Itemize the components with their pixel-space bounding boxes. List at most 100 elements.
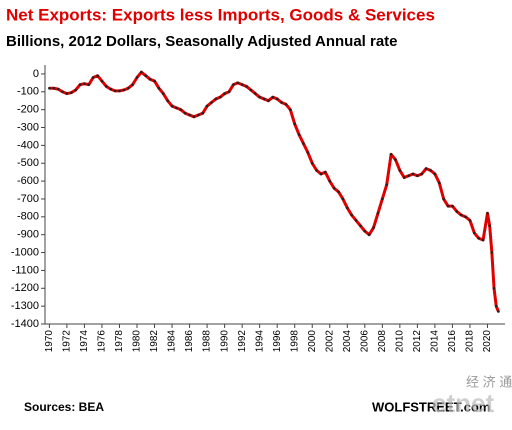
data-point [240, 83, 244, 86]
data-point [105, 85, 108, 88]
data-point [223, 92, 226, 95]
data-point [245, 85, 248, 88]
x-tick-label: 2002 [324, 330, 335, 353]
data-point [262, 97, 266, 101]
y-tick-label: -100 [17, 86, 39, 98]
x-tick-label: 1986 [184, 330, 195, 353]
data-point [488, 224, 491, 228]
x-tick-label: 1998 [289, 330, 300, 353]
data-point [324, 170, 327, 174]
data-point [122, 88, 126, 92]
y-tick-label: -700 [17, 193, 39, 205]
data-point [131, 83, 134, 86]
y-tick-label: 0 [33, 68, 39, 80]
data-point [341, 197, 345, 201]
data-point [310, 161, 314, 165]
data-point [267, 99, 270, 103]
data-point [135, 76, 139, 79]
data-point [490, 251, 494, 254]
data-point [381, 197, 384, 201]
data-point [337, 190, 340, 194]
data-point [166, 99, 169, 103]
data-point [481, 238, 485, 242]
data-point [197, 113, 200, 117]
y-tick-label: -1200 [11, 282, 39, 294]
data-point [61, 90, 64, 94]
x-tick-label: 2006 [359, 330, 370, 353]
chart-subtitle: Billions, 2012 Dollars, Seasonally Adjus… [6, 33, 398, 50]
data-point [293, 122, 297, 126]
data-point [56, 87, 60, 91]
x-tick-label: 1976 [97, 330, 108, 353]
data-point [69, 91, 73, 94]
data-point [113, 89, 117, 93]
data-point [280, 101, 283, 104]
data-point [78, 83, 82, 86]
data-point [442, 197, 445, 201]
data-point [284, 102, 288, 106]
data-point [497, 310, 500, 313]
data-point [118, 89, 121, 93]
data-point [74, 88, 77, 92]
x-tick-label: 1974 [79, 330, 90, 353]
x-tick-label: 2008 [377, 330, 388, 353]
watermark: etnet [432, 388, 494, 418]
data-point [236, 81, 240, 85]
x-tick-label: 2000 [307, 330, 318, 353]
data-point [253, 92, 257, 95]
data-point [376, 211, 380, 215]
data-point [83, 82, 86, 86]
x-tick-label: 2004 [342, 330, 353, 353]
data-point [468, 219, 472, 222]
x-tick-label: 2016 [447, 330, 458, 353]
data-point [297, 133, 301, 136]
data-point [175, 106, 178, 110]
x-tick-label: 2014 [430, 330, 441, 353]
x-tick-label: 1992 [237, 330, 248, 353]
data-point [249, 88, 253, 92]
x-tick-label: 1980 [132, 330, 143, 353]
data-point [144, 74, 148, 78]
y-tick-label: -200 [17, 104, 39, 116]
data-point [486, 211, 489, 215]
data-point [289, 108, 292, 111]
data-point [402, 176, 406, 179]
data-point [451, 204, 454, 208]
data-point [52, 86, 56, 90]
data-point [473, 231, 476, 235]
data-point [350, 213, 353, 217]
data-point [258, 95, 261, 99]
data-point [48, 86, 51, 90]
data-point [275, 97, 279, 101]
y-tick-label: -600 [17, 175, 39, 187]
data-point [306, 151, 310, 154]
x-tick-label: 2010 [394, 330, 405, 353]
data-point [464, 215, 467, 219]
x-tick-label: 1972 [62, 330, 73, 353]
data-point [205, 104, 209, 108]
data-point [492, 286, 496, 290]
data-point [183, 111, 187, 115]
data-point [100, 79, 104, 83]
y-tick-label: -500 [17, 157, 39, 169]
data-point [201, 111, 205, 115]
y-tick-label: -1300 [11, 300, 39, 312]
data-point [394, 158, 397, 161]
watermark: 经 济 通 [466, 374, 512, 389]
x-tick-label: 2020 [482, 330, 493, 353]
data-point [210, 101, 213, 104]
data-point [87, 83, 91, 86]
data-point [389, 153, 393, 156]
data-point [367, 233, 371, 236]
x-tick-label: 1970 [44, 330, 55, 353]
data-point [218, 95, 222, 99]
x-tick-label: 1988 [202, 330, 213, 353]
data-point [359, 224, 362, 228]
data-point [363, 229, 367, 233]
data-point [214, 97, 218, 101]
x-tick-label: 1982 [149, 330, 160, 353]
x-tick-label: 2012 [412, 330, 423, 353]
data-point [494, 304, 498, 308]
y-tick-label: -400 [17, 139, 39, 151]
data-point [332, 186, 336, 190]
